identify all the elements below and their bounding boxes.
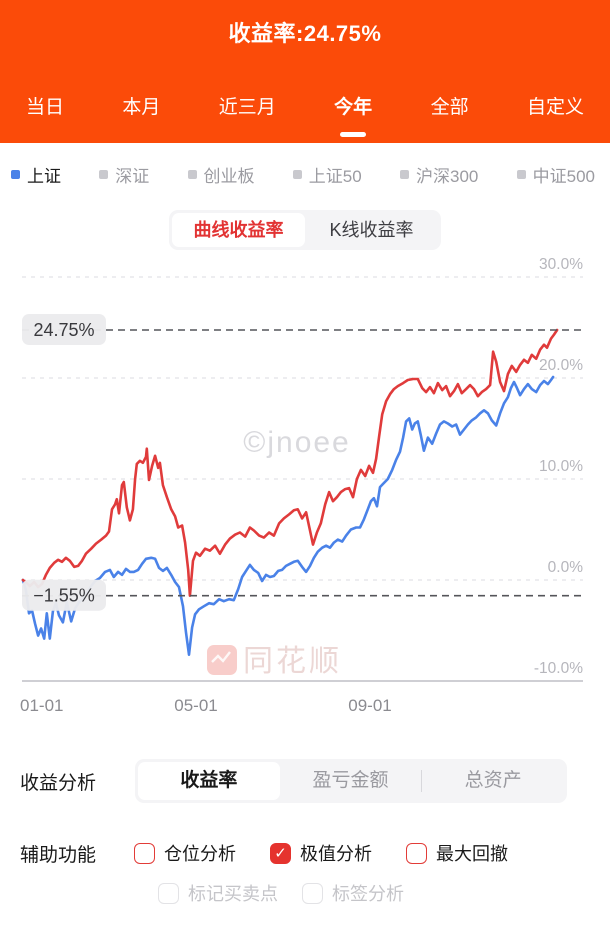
max-line-chip: 24.75% — [22, 314, 106, 345]
checkbox-unchecked-icon[interactable] — [158, 882, 179, 904]
legend-label: 创业板 — [203, 167, 255, 186]
legend-swatch-icon — [292, 170, 302, 179]
x-tick-label: 09-01 — [348, 696, 391, 713]
aux-checkbox-label: 极值分析 — [300, 844, 372, 864]
legend-item-2[interactable]: 创业板 — [187, 162, 255, 187]
aux-checkbox-item-row2-0[interactable]: 标记买卖点 — [158, 880, 278, 906]
legend-swatch-icon — [516, 170, 526, 179]
aux-checkbox-item-row2-1[interactable]: 标签分析 — [302, 880, 404, 906]
legend-swatch-icon — [187, 170, 197, 179]
svg-text:24.75%: 24.75% — [33, 320, 94, 340]
watermark-jnoee: ©jnoee — [243, 426, 351, 459]
analysis-seg-control: 收益率 盈亏金额 总资产 — [135, 759, 567, 803]
series-上证 — [21, 375, 555, 657]
legend-label: 沪深300 — [415, 167, 479, 186]
analysis-section-label: 收益分析 — [20, 772, 97, 794]
y-tick-label: 30.0% — [539, 256, 583, 273]
series-账户收益率 — [21, 328, 559, 598]
checkbox-checked-icon[interactable]: ✓ — [270, 842, 291, 864]
aux-checkbox-label: 最大回撤 — [436, 844, 508, 864]
page-title: 收益率:24.75% — [228, 21, 382, 46]
aux-checkbox-item-row1-2[interactable]: 最大回撤 — [406, 840, 508, 866]
y-tick-label: 0.0% — [548, 559, 584, 576]
period-tab-4[interactable]: 全部 — [430, 97, 469, 118]
aux-rows: 仓位分析 ✓ 极值分析 最大回撤 标记买卖点 标签分析 — [134, 840, 508, 906]
legend-swatch-icon — [11, 170, 20, 179]
legend-item-4[interactable]: 沪深300 — [399, 162, 479, 187]
x-tick-label: 01-01 — [20, 696, 63, 713]
aux-checkbox-label: 标签分析 — [332, 884, 404, 904]
svg-text:−1.55%: −1.55% — [33, 586, 95, 606]
x-tick-label: 05-01 — [174, 696, 217, 713]
aux-checkbox-label: 标记买卖点 — [188, 884, 278, 904]
checkbox-unchecked-icon[interactable] — [302, 882, 323, 904]
aux-checkbox-item-row1-0[interactable]: 仓位分析 — [134, 840, 236, 866]
legend-label: 中证500 — [532, 167, 595, 186]
legend-item-5[interactable]: 中证500 — [516, 162, 595, 187]
analysis-row: 收益分析 收益率 盈亏金额 总资产 — [0, 759, 610, 803]
analysis-tab-1[interactable]: 盈亏金额 — [312, 770, 389, 791]
period-tab-5[interactable]: 自定义 — [526, 97, 584, 118]
aux-checkbox-item-row1-1[interactable]: ✓ 极值分析 — [270, 840, 372, 866]
returns-chart[interactable]: ©jnoee 同花顺 30.0% 20.0% 10.0% 0.0% -10.0% 24.7… — [0, 253, 610, 713]
legend-swatch-icon — [99, 170, 109, 179]
legend-label: 深证 — [115, 167, 150, 186]
period-tab-2[interactable]: 近三月 — [218, 97, 276, 118]
active-tab-underline — [340, 132, 367, 137]
y-tick-label: -10.0% — [534, 660, 583, 677]
legend-item-0[interactable]: 上证 — [11, 162, 61, 187]
analysis-tab-0[interactable]: 收益率 — [138, 762, 280, 800]
period-tabs: 当日 本月 近三月 今年 全部 自定义 — [0, 92, 610, 137]
checkbox-unchecked-icon[interactable] — [406, 842, 427, 864]
svg-text:同花顺: 同花顺 — [243, 645, 342, 678]
period-tab-1[interactable]: 本月 — [122, 97, 161, 118]
legend-label: 上证50 — [308, 167, 362, 186]
chart-canvas[interactable]: ©jnoee 同花顺 30.0% 20.0% 10.0% 0.0% -10.0% 24.7… — [0, 253, 610, 713]
watermark-ths: 同花顺 — [207, 645, 342, 678]
aux-row-2: 标记买卖点 标签分析 — [158, 880, 508, 906]
legend-label: 上证 — [27, 167, 61, 186]
chart-type-option-1[interactable]: K线收益率 — [329, 220, 414, 240]
aux-row-1: 仓位分析 ✓ 极值分析 最大回撤 — [134, 840, 508, 866]
seg-divider — [421, 770, 423, 792]
period-tab-3[interactable]: 今年 — [334, 92, 372, 137]
legend-swatch-icon — [399, 170, 409, 179]
analysis-tab-2[interactable]: 总资产 — [464, 770, 522, 791]
aux-section-label: 辅助功能 — [20, 845, 97, 866]
legend-item-3[interactable]: 上证50 — [292, 162, 362, 187]
chart-type-toggle: 曲线收益率 K线收益率 — [169, 210, 441, 250]
index-legend: 上证 深证 创业板 上证50 沪深300 中证500 — [0, 162, 610, 187]
y-tick-label: 20.0% — [539, 357, 583, 374]
legend-item-1[interactable]: 深证 — [99, 162, 149, 187]
chart-type-option-0[interactable]: 曲线收益率 — [172, 213, 305, 247]
checkbox-unchecked-icon[interactable] — [134, 842, 155, 864]
period-tab-0[interactable]: 当日 — [26, 97, 65, 118]
min-line-chip: −1.55% — [22, 579, 106, 611]
aux-checkbox-label: 仓位分析 — [164, 844, 236, 864]
chart-type-toggle-wrap: 曲线收益率 K线收益率 — [0, 210, 610, 250]
y-tick-label: 10.0% — [539, 458, 583, 475]
header: 收益率:24.75% 当日 本月 近三月 今年 全部 自定义 — [0, 0, 610, 143]
aux-section: 辅助功能 仓位分析 ✓ 极值分析 最大回撤 标记买卖点 标签分析 — [0, 840, 610, 906]
